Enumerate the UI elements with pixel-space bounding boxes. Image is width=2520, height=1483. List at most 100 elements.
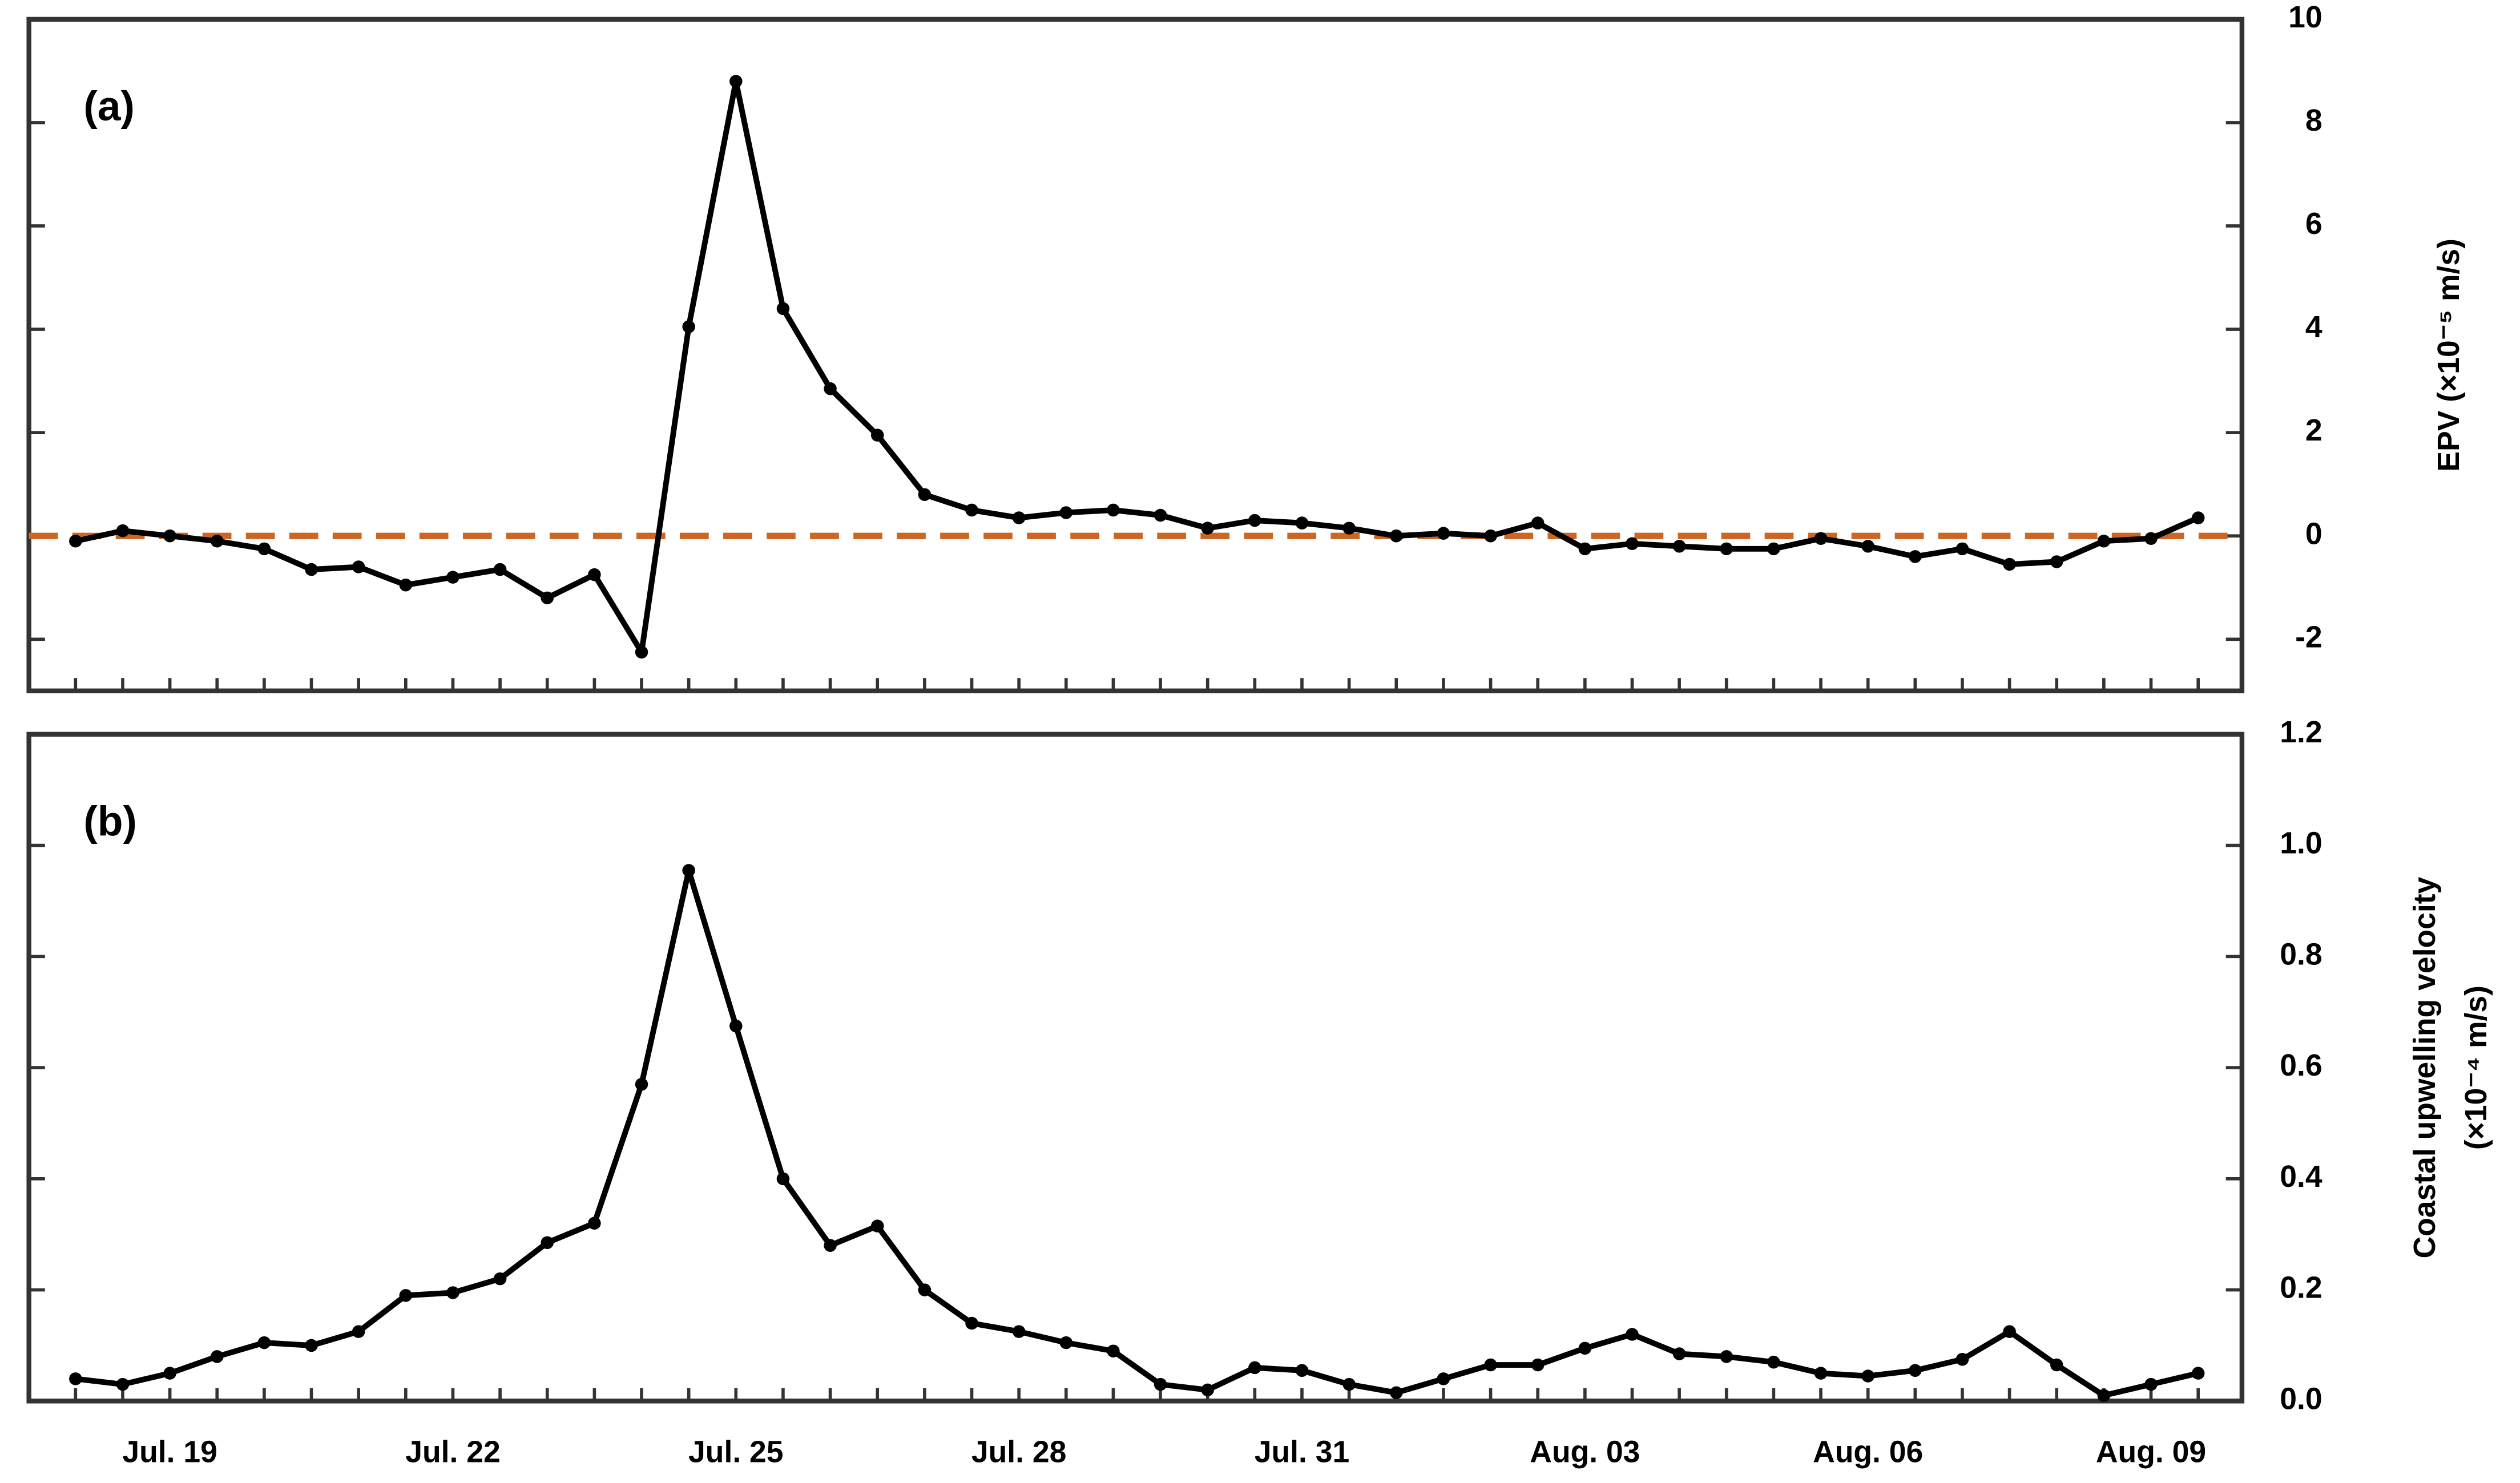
data-point	[446, 1286, 459, 1299]
data-point	[352, 560, 365, 573]
data-point	[2097, 1389, 2111, 1402]
x-tick-label: Jul. 25	[688, 1435, 784, 1469]
x-tick-label: Jul. 19	[122, 1435, 217, 1469]
data-point	[1342, 1377, 1356, 1391]
data-point	[1814, 532, 1828, 545]
data-point	[729, 75, 743, 88]
data-point	[1909, 1364, 1922, 1377]
data-point	[1578, 1341, 1592, 1355]
x-tick-label: Jul. 31	[1255, 1435, 1349, 1469]
y-tick-label: 0.4	[2280, 1160, 2323, 1194]
data-point	[1012, 511, 1026, 524]
data-point	[965, 503, 978, 517]
data-point	[116, 524, 130, 538]
data-point	[305, 1339, 318, 1352]
data-point	[1861, 1369, 1874, 1383]
data-point	[2191, 1367, 2205, 1380]
data-point	[776, 302, 790, 316]
data-point	[870, 429, 884, 442]
data-point	[1295, 516, 1309, 530]
data-point	[1578, 542, 1592, 556]
data-point	[69, 1372, 82, 1385]
y-axis-label: Coastal upwelling velocity	[2408, 876, 2442, 1258]
data-point	[163, 1367, 176, 1380]
data-point	[1531, 516, 1545, 530]
data-point	[2003, 1325, 2016, 1338]
data-point	[824, 1239, 837, 1252]
data-point	[1390, 1386, 1403, 1399]
data-point	[918, 1283, 932, 1296]
data-point	[1484, 1358, 1497, 1372]
x-tick-label: Aug. 09	[2096, 1435, 2206, 1469]
data-point	[2144, 532, 2158, 545]
data-point	[1437, 1372, 1450, 1385]
y-axis-label: EPV (×10⁻⁵ m/s)	[2432, 239, 2466, 472]
data-point	[2003, 557, 2016, 571]
data-point	[1248, 1361, 1261, 1375]
data-point	[824, 382, 837, 395]
y-tick-label: 0.8	[2280, 938, 2322, 971]
data-point	[210, 534, 224, 548]
data-point	[1720, 542, 1733, 556]
data-point	[1955, 1353, 1969, 1366]
data-point	[1295, 1364, 1309, 1377]
data-point	[1437, 527, 1450, 540]
data-point	[305, 563, 318, 576]
data-point	[776, 1172, 790, 1186]
data-point	[1814, 1367, 1828, 1380]
y-tick-label: 2	[2305, 414, 2323, 447]
y-tick-label: 10	[2288, 1, 2322, 34]
data-point	[682, 864, 695, 877]
data-point	[1248, 514, 1261, 527]
data-point	[163, 529, 176, 543]
data-point	[69, 534, 82, 548]
data-point	[2050, 1358, 2063, 1372]
plot-frame	[26, 17, 2245, 694]
data-point	[541, 591, 554, 605]
data-point	[729, 1019, 743, 1033]
data-point	[2050, 555, 2063, 568]
data-point	[1342, 522, 1356, 535]
data-point	[2144, 1377, 2158, 1391]
y-tick-label: 8	[2305, 104, 2323, 138]
data-point	[1390, 529, 1403, 543]
data-point	[588, 568, 601, 581]
data-point	[399, 1289, 413, 1302]
data-point	[1955, 542, 1969, 556]
y-tick-label: 6	[2305, 207, 2323, 241]
data-point	[1767, 1355, 1780, 1369]
data-point	[2191, 511, 2205, 524]
data-line	[75, 867, 2199, 1399]
data-point	[257, 1336, 271, 1349]
x-tick-label: Aug. 03	[1530, 1435, 1640, 1469]
y-tick-label: -2	[2295, 620, 2323, 654]
y-tick-label: 4	[2305, 310, 2323, 344]
data-point	[1672, 1347, 1686, 1360]
data-point	[210, 1350, 224, 1363]
data-point	[1107, 503, 1120, 517]
data-point	[1720, 1350, 1733, 1363]
data-point	[257, 542, 271, 556]
data-point	[682, 320, 695, 333]
data-line	[75, 78, 2200, 655]
data-point	[1012, 1325, 1026, 1338]
data-point	[1626, 537, 1639, 551]
data-point	[1531, 1358, 1545, 1372]
data-point	[1107, 1344, 1120, 1357]
data-point	[870, 1219, 884, 1233]
panel-label: (b)	[83, 798, 136, 844]
data-point	[1059, 506, 1073, 519]
data-point	[2097, 534, 2111, 548]
data-point	[1626, 1328, 1639, 1341]
data-point	[1767, 542, 1780, 556]
data-point	[1861, 540, 1874, 553]
data-point	[1154, 1377, 1167, 1391]
data-point	[541, 1236, 554, 1250]
y-tick-label: 1.0	[2280, 827, 2322, 860]
y-tick-label: 1.2	[2280, 716, 2322, 749]
data-point	[918, 488, 932, 502]
data-point	[352, 1325, 365, 1338]
data-point	[1059, 1336, 1073, 1349]
x-tick-label: Jul. 28	[971, 1435, 1066, 1469]
